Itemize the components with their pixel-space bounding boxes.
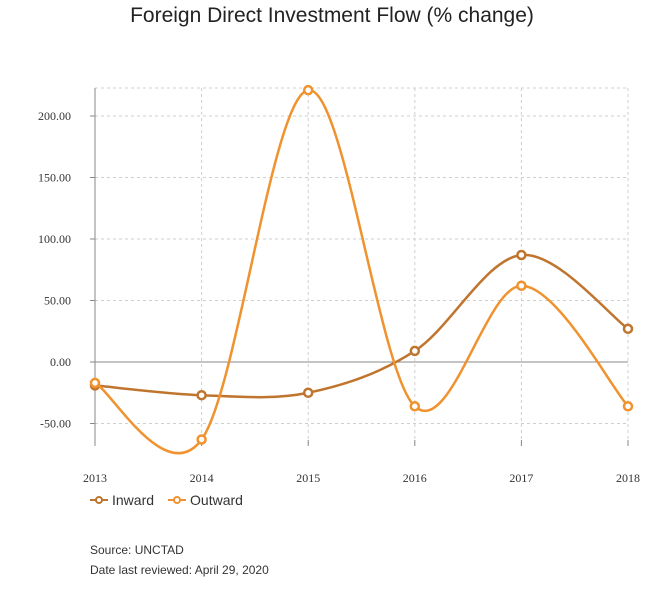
series-group (89, 84, 634, 455)
y-tick-label: 200.00 (38, 109, 71, 123)
legend-swatch-inward-icon (90, 496, 108, 504)
legend-label-outward: Outward (190, 492, 243, 508)
x-tick-label: 2015 (296, 471, 320, 485)
y-tick-label: 100.00 (38, 232, 71, 246)
chart-title: Foreign Direct Investment Flow (% change… (130, 4, 534, 27)
data-point-inward[interactable] (622, 323, 634, 335)
data-point-inward[interactable] (516, 249, 527, 261)
data-point-outward[interactable] (409, 401, 421, 412)
legend-label-inward: Inward (112, 492, 155, 508)
y-tick-label: 50.00 (44, 294, 71, 308)
grid (94, 87, 629, 444)
x-tick-label: 2013 (83, 471, 107, 485)
data-point-outward[interactable] (302, 84, 314, 96)
data-point-inward[interactable] (196, 389, 207, 401)
series-line-outward (94, 88, 629, 455)
y-tick-label: -50.00 (40, 417, 71, 431)
legend-item-outward[interactable]: Outward (168, 492, 243, 508)
y-tick-label: 0.00 (50, 355, 71, 369)
data-point-inward[interactable] (302, 387, 314, 398)
data-point-outward[interactable] (516, 280, 527, 291)
legend-swatch-outward-icon (168, 496, 187, 504)
chart-notes: Source: UNCTAD Date last reviewed: April… (90, 540, 269, 580)
x-tick-label: 2014 (190, 471, 214, 485)
x-tick-label: 2016 (403, 471, 427, 485)
tick-labels: -50.00 0.00 50.00 100.00 150.00 200.00 2013 201… (38, 109, 640, 485)
data-point-outward[interactable] (196, 434, 207, 445)
source-note: Source: UNCTAD (90, 543, 184, 557)
data-point-inward[interactable] (409, 345, 421, 357)
x-tick-label: 2018 (616, 471, 640, 485)
series-line-inward (94, 253, 629, 399)
legend: Inward Outward (90, 492, 257, 508)
legend-item-inward[interactable]: Inward (90, 492, 154, 508)
reviewed-date-note: Date last reviewed: April 29, 2020 (90, 563, 269, 577)
x-tick-label: 2017 (509, 471, 533, 485)
y-tick-label: 150.00 (38, 171, 71, 185)
data-point-outward[interactable] (89, 377, 101, 389)
data-point-outward[interactable] (622, 401, 634, 412)
